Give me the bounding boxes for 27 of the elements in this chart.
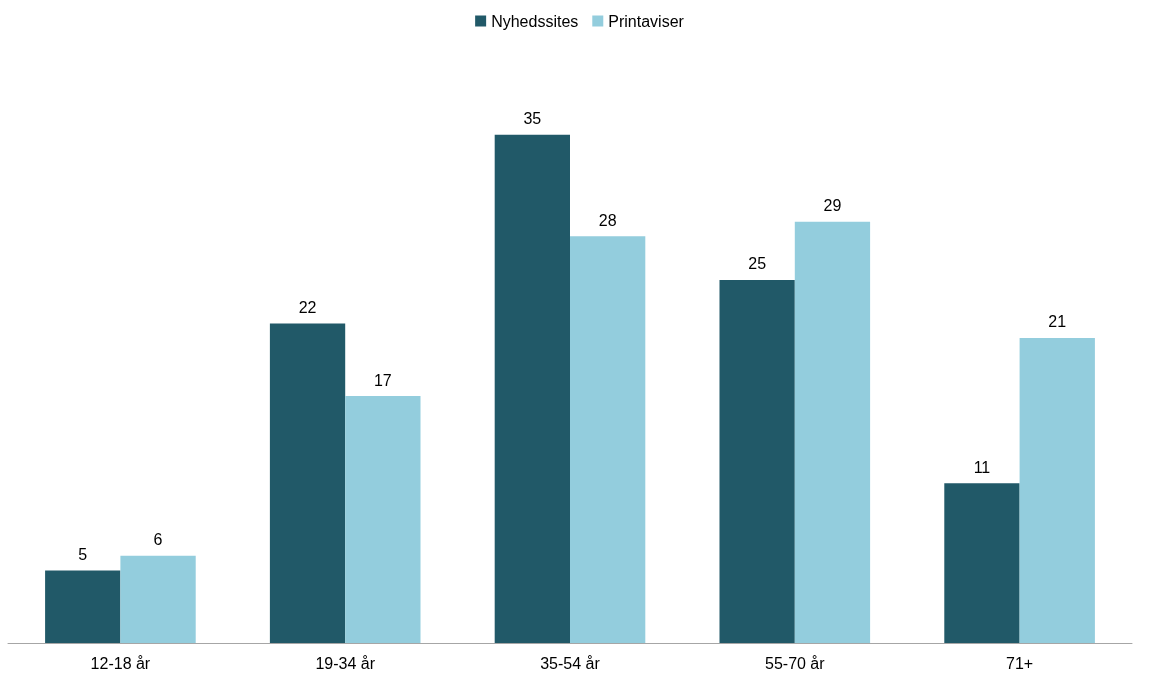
data-label: 25 bbox=[748, 255, 767, 273]
data-label: 28 bbox=[598, 211, 617, 229]
data-label: 22 bbox=[298, 298, 317, 316]
x-tick-label: 71+ bbox=[1006, 654, 1034, 672]
data-label: 6 bbox=[153, 531, 163, 549]
bar bbox=[944, 483, 1020, 643]
bar bbox=[719, 279, 795, 643]
bar bbox=[1019, 337, 1095, 643]
data-label: 17 bbox=[373, 371, 392, 389]
x-tick-label: 19-34 år bbox=[315, 654, 376, 672]
x-tick-label: 35-54 år bbox=[540, 654, 601, 672]
data-label: 29 bbox=[823, 197, 842, 215]
x-tick-label: 12-18 år bbox=[90, 654, 151, 672]
bar bbox=[494, 134, 570, 643]
bar bbox=[570, 236, 646, 643]
bar bbox=[345, 396, 421, 643]
data-label: 5 bbox=[78, 545, 88, 563]
bar bbox=[269, 323, 346, 643]
x-tick-label: 55-70 år bbox=[765, 654, 826, 672]
data-label: 35 bbox=[523, 110, 542, 128]
data-label: 21 bbox=[1048, 313, 1067, 331]
bar bbox=[120, 555, 196, 643]
bar bbox=[45, 570, 121, 643]
legend-label: Nyhedssites bbox=[491, 12, 579, 30]
bar bbox=[794, 221, 871, 643]
legend-label: Printaviser bbox=[608, 12, 685, 30]
data-label: 11 bbox=[973, 458, 991, 476]
